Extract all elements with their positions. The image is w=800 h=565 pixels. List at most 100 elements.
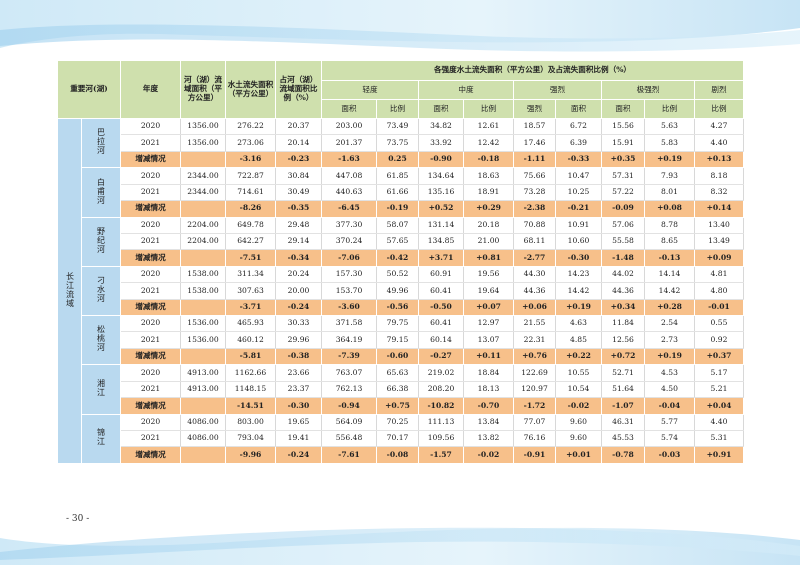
value-cell: 364.19 [321,331,377,349]
value-cell: -7.61 [321,446,377,464]
year-cell: 2020 [120,167,181,185]
table-row: 2021 1536.00 460.12 29.96 364.19 79.15 60.14 13… [58,331,744,349]
value-cell: +0.08 [644,200,695,218]
value-cell: -0.02 [463,446,514,464]
value-cell: 18.57 [513,117,556,136]
year-cell: 2020 [120,413,181,432]
value-cell: 68.11 [513,232,556,251]
value-cell: 5.17 [694,364,744,382]
value-cell: 377.30 [321,216,377,234]
value-cell: +0.11 [463,347,514,366]
value-cell: -0.08 [376,446,419,464]
value-cell: 10.60 [555,232,602,251]
value-cell: +0.06 [513,298,556,317]
value-cell: 57.31 [601,167,645,185]
value-cell: 13.49 [694,232,744,251]
value-cell: 14.23 [555,265,602,284]
value-cell: +0.76 [513,347,556,366]
value-cell: 9.60 [555,430,602,448]
value-cell: 66.38 [376,380,419,399]
river-cell: 湘江 [81,364,121,415]
year-cell: 2021 [120,232,181,251]
value-cell: 714.61 [225,183,276,202]
river-cell: 松桃河 [81,315,121,366]
value-cell: 12.61 [463,117,514,136]
value-cell: 61.66 [376,183,419,202]
change-row: 增减情况 -9.96 -0.24 -7.61 -0.08 -1.57 -0.02 -0.91 +… [58,446,744,464]
value-cell: 5.83 [644,134,695,152]
river-cell: 白甫河 [81,167,121,218]
value-cell: 4.50 [644,380,695,399]
value-cell: -0.30 [275,397,322,415]
value-cell: 201.37 [321,134,377,152]
table-row: 松桃河 2020 1536.00 465.93 30.33 371.58 79.75 60.4… [58,315,744,366]
value-cell: 29.48 [275,216,322,234]
value-cell: 447.08 [321,167,377,185]
change-row: 增减情况 -14.51 -0.30 -0.94 +0.75 -10.82 -0.70 -1.7… [58,397,744,415]
table-row: 2021 1356.00 273.06 20.14 201.37 73.75 33.92 12… [58,134,744,152]
value-cell: -0.60 [376,347,419,366]
value-cell: -7.06 [321,249,377,267]
river-cell: 刁水河 [81,265,121,317]
value-cell: 763.07 [321,364,377,382]
value-cell: 208.20 [418,380,464,399]
value-cell: -0.03 [644,446,695,464]
value-cell: 2344.00 [180,183,226,202]
value-cell: 4.53 [644,364,695,382]
value-cell: 19.56 [463,265,514,284]
header-sub: 强烈 [513,99,556,119]
value-cell: -0.01 [694,298,744,317]
table-row: 2021 2344.00 714.61 30.49 440.63 61.66 135.16 1… [58,183,744,202]
year-cell: 2021 [120,282,181,300]
value-cell: -3.71 [225,298,276,317]
value-cell: 70.88 [513,216,556,234]
change-row: 增减情况 -3.71 -0.24 -3.60 -0.56 -0.50 +0.07 +0.06 +… [58,298,744,317]
value-cell: 6.39 [555,134,602,152]
value-cell: -0.24 [275,446,322,464]
value-cell: 134.64 [418,167,464,185]
value-cell: 13.82 [463,430,514,448]
value-cell: 8.01 [644,183,695,202]
header-sub: 比例 [644,99,695,119]
value-cell: 556.48 [321,430,377,448]
value-cell: 1538.00 [180,265,226,284]
value-cell: 4.80 [694,282,744,300]
value-cell: 793.04 [225,430,276,448]
value-cell: 135.16 [418,183,464,202]
header-sub: 面积 [601,99,645,119]
value-cell: 79.75 [376,315,419,333]
value-cell: +0.19 [555,298,602,317]
value-cell: -0.38 [275,347,322,366]
value-cell: 0.25 [376,150,419,169]
value-cell: 8.78 [644,216,695,234]
value-cell: 1356.00 [180,134,226,152]
value-cell: 70.17 [376,430,419,448]
value-cell: 10.54 [555,380,602,399]
table-row: 白甫河 2020 2344.00 722.87 30.84 447.08 61.85 134.… [58,167,744,218]
table-row: 湘江 2020 4913.00 1162.66 23.66 763.07 65.63 219.… [58,364,744,415]
river-name: 巴拉河 [96,128,106,156]
header-sub: 比例 [694,99,744,119]
year-cell: 2021 [120,134,181,152]
year-cell: 2021 [120,380,181,399]
value-cell: 4.81 [694,265,744,284]
year-cell: 2020 [120,315,181,333]
value-cell: 5.31 [694,430,744,448]
value-cell: 23.37 [275,380,322,399]
value-cell: 75.66 [513,167,556,185]
header-erosion-ratio: 占河（湖）流域面积比例（%） [275,60,322,119]
value-cell: 1356.00 [180,117,226,136]
value-cell: 2204.00 [180,232,226,251]
header-intensity-title: 各强度水土流失面积（平方公里）及占流失面积比例（%） [321,60,744,81]
value-cell: 122.69 [513,364,556,382]
header-basin: 重要河(湖) [57,60,121,119]
change-row: 增减情况 -8.26 -0.35 -6.45 -0.19 +0.52 +0.29 -2.38-… [58,200,744,218]
header-sub: 比例 [376,99,419,119]
value-cell: 20.37 [275,117,322,136]
blank-cell [180,150,226,169]
value-cell: -7.51 [225,249,276,267]
value-cell: 722.87 [225,167,276,185]
value-cell: 46.31 [601,413,645,432]
value-cell: 10.25 [555,183,602,202]
